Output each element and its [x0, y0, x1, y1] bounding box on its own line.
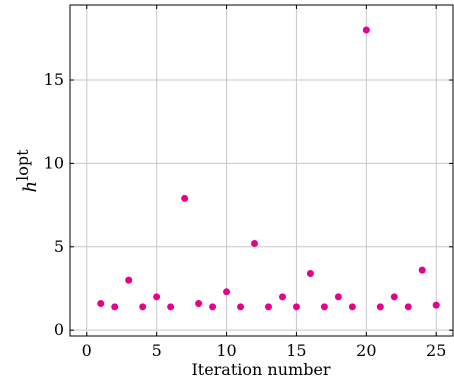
x-tick-label: 25 — [426, 341, 446, 360]
data-point — [278, 293, 286, 301]
data-point — [139, 303, 147, 311]
y-tick-label: 15 — [44, 70, 64, 89]
data-point — [264, 303, 272, 311]
data-point — [418, 266, 426, 274]
data-point — [306, 269, 314, 277]
data-point — [376, 303, 384, 311]
data-points — [97, 26, 440, 311]
data-point — [432, 301, 440, 309]
x-axis-label: Iteration number — [191, 360, 330, 379]
x-tick-label: 0 — [82, 341, 92, 360]
x-tick-label: 10 — [216, 341, 236, 360]
x-tick-label: 15 — [286, 341, 306, 360]
data-point — [237, 303, 245, 311]
y-tick-label: 10 — [44, 153, 64, 172]
data-point — [348, 303, 356, 311]
y-axis-label-superscript: lopt — [13, 149, 32, 181]
data-point — [195, 299, 203, 307]
y-axis-label-base: h — [20, 181, 41, 193]
y-tick-label: 0 — [54, 320, 64, 339]
data-point — [153, 293, 161, 301]
data-point — [404, 303, 412, 311]
x-tick-label: 5 — [152, 341, 162, 360]
data-point — [181, 194, 189, 202]
data-point — [209, 303, 217, 311]
y-axis-label: hlopt — [13, 149, 41, 193]
grid — [70, 5, 453, 336]
data-point — [251, 239, 259, 247]
data-point — [167, 303, 175, 311]
ticks: 0 5 10 15 20 25 0 5 10 15 — [44, 5, 453, 360]
data-point — [362, 26, 370, 34]
data-point — [223, 288, 231, 296]
data-point — [320, 303, 328, 311]
data-point — [97, 299, 105, 307]
data-point — [292, 303, 300, 311]
data-point — [390, 293, 398, 301]
data-point — [334, 293, 342, 301]
y-tick-label: 5 — [54, 237, 64, 256]
plot-frame — [69, 4, 454, 337]
x-tick-label: 20 — [356, 341, 376, 360]
data-point — [125, 276, 133, 284]
data-point — [111, 303, 119, 311]
